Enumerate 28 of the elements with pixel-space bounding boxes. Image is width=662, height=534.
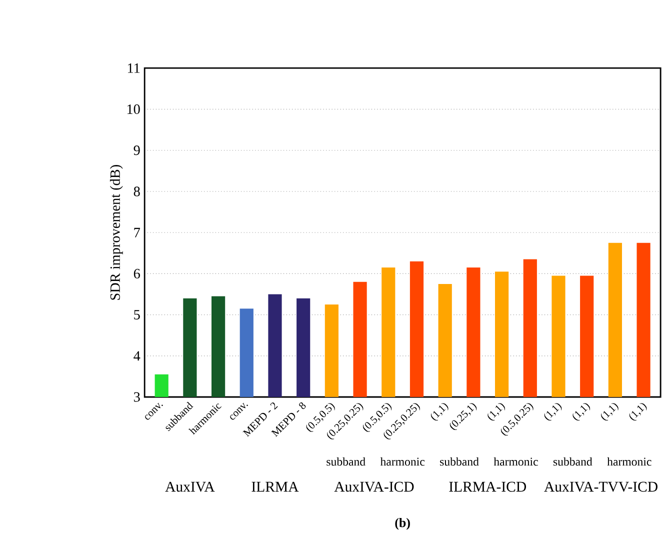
y-tick-label: 10: [127, 104, 140, 114]
x-tick-label: (1,1): [430, 403, 448, 421]
y-tick-label: 8: [134, 186, 140, 196]
text: harmonic: [380, 457, 425, 466]
y-tick-label: 9: [134, 146, 140, 156]
text: subband: [553, 457, 592, 466]
x-tick-label: (1,1): [601, 403, 618, 421]
y-tick-label: 5: [134, 310, 140, 320]
y-tick-label: 3: [134, 392, 140, 402]
text: harmonic: [607, 457, 652, 466]
y-tick-label: 7: [134, 228, 140, 238]
text: AuxIVA-TVV-ICD: [544, 482, 658, 492]
text: (b): [395, 518, 410, 530]
y-tick-label: 6: [134, 269, 140, 279]
text: subband: [326, 457, 366, 466]
x-tick-label: (1,1): [629, 403, 647, 421]
text: ILRMA-ICD: [449, 482, 526, 492]
y-tick-label: 11: [128, 64, 140, 73]
x-tick-label: (1,1): [544, 403, 562, 421]
text: AuxIVA-ICD: [334, 482, 414, 492]
text: harmonic: [494, 457, 538, 466]
text: ILRMA: [252, 482, 299, 492]
y-tick-label: 4: [134, 351, 140, 361]
y-axis-title: SDR improvement (dB): [110, 165, 123, 300]
text: subband: [440, 457, 479, 466]
text: AuxIVA: [165, 482, 215, 492]
x-tick-label: conv.: [145, 402, 163, 420]
x-tick-label: (1,1): [572, 403, 590, 421]
